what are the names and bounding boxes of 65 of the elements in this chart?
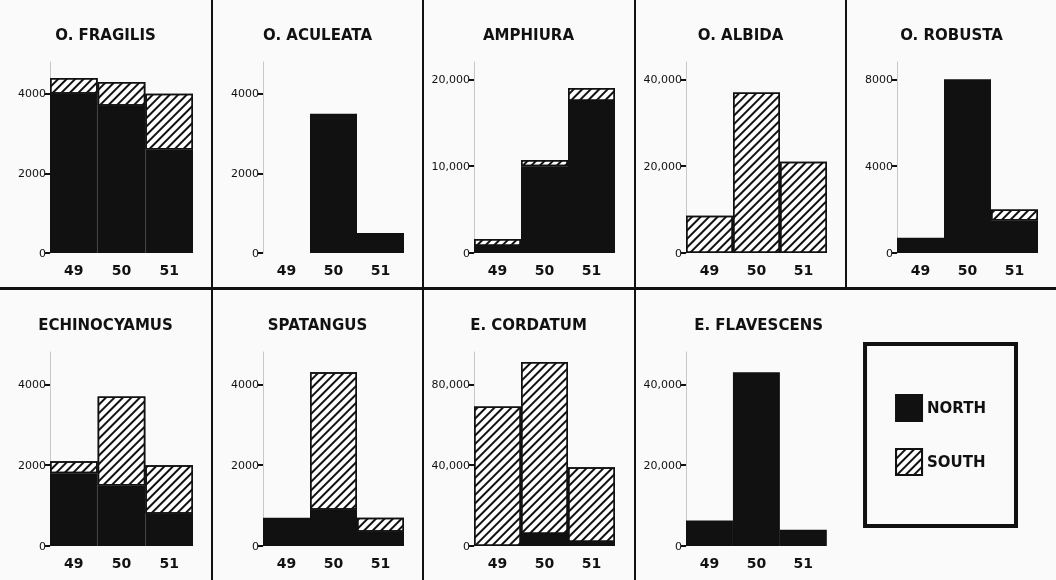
x-tick-label: 50	[323, 555, 344, 571]
y-tick-label: 0	[885, 246, 893, 260]
x-tick-label: 49	[64, 555, 84, 571]
y-tick-label: 0	[39, 246, 46, 260]
chart-title: ECHINOCYAMUS	[38, 315, 173, 334]
x-tick-label: 51	[793, 262, 813, 278]
y-tick-label: 4000	[231, 377, 260, 391]
y-tick-label: 20,000	[643, 458, 682, 472]
y-tick-label: 40,000	[643, 72, 682, 86]
y-tick-label: 4000	[231, 87, 260, 101]
y-tick-label: 0	[674, 246, 682, 260]
chart-title: O. ACULEATA	[263, 25, 373, 44]
x-tick-label: 51	[1004, 262, 1025, 278]
x-tick-label: 49	[488, 555, 508, 571]
chart-title: O. FRAGILIS	[55, 25, 156, 44]
y-tick-label: 80,000	[431, 377, 471, 391]
x-tick-label: 49	[699, 555, 719, 571]
x-tick-label: 51	[159, 555, 179, 571]
y-tick-label: 10,000	[431, 159, 471, 173]
y-tick-label: 0	[252, 246, 260, 260]
x-tick-label: 51	[159, 262, 179, 278]
x-tick-label: 51	[793, 555, 813, 571]
chart-title: E. FLAVESCENS	[693, 315, 823, 334]
chart-title: SPATANGUS	[267, 315, 368, 334]
y-tick-label: 4000	[864, 159, 893, 173]
y-tick-label: 0	[463, 246, 471, 260]
y-tick-label: 40,000	[643, 377, 682, 391]
x-tick-label: 49	[276, 262, 297, 278]
x-tick-label: 51	[582, 555, 602, 571]
x-tick-label: 49	[276, 555, 297, 571]
chart-title: O. ROBUSTA	[899, 25, 1004, 44]
x-tick-label: 50	[957, 262, 978, 278]
x-tick-label: 51	[582, 262, 602, 278]
x-tick-label: 49	[488, 262, 508, 278]
x-tick-label: 50	[323, 262, 344, 278]
chart-title: E. CORDATUM	[470, 315, 588, 334]
y-tick-label: 2000	[18, 458, 46, 472]
x-tick-label: 50	[746, 555, 766, 571]
x-tick-label: 50	[746, 262, 767, 278]
y-tick-label: 4000	[18, 87, 46, 101]
chart-title: O. ALBIDA	[697, 25, 784, 44]
legend-label: NORTH	[926, 399, 986, 417]
x-tick-label: 49	[699, 262, 719, 278]
x-tick-label: 50	[111, 555, 132, 571]
x-tick-label: 51	[370, 262, 391, 278]
y-tick-label: 20,000	[431, 72, 471, 86]
x-tick-label: 50	[535, 555, 555, 571]
x-tick-label: 49	[64, 262, 84, 278]
y-tick-label: 0	[674, 539, 682, 553]
x-tick-label: 50	[111, 262, 132, 278]
y-tick-label: 20,000	[643, 159, 682, 173]
y-tick-label: 8000	[864, 72, 893, 86]
y-tick-label: 4000	[18, 377, 46, 391]
x-tick-label: 51	[370, 555, 391, 571]
y-tick-label: 0	[252, 539, 260, 553]
legend-label: SOUTH	[926, 453, 986, 471]
y-tick-label: 2000	[231, 458, 260, 472]
y-tick-label: 0	[463, 539, 471, 553]
y-tick-label: 2000	[231, 166, 260, 180]
y-tick-label: 2000	[18, 166, 46, 180]
y-tick-label: 0	[39, 539, 46, 553]
y-tick-label: 40,000	[431, 458, 471, 472]
x-tick-label: 49	[910, 262, 931, 278]
chart-title: AMPHIURA	[483, 25, 575, 44]
x-tick-label: 50	[535, 262, 555, 278]
